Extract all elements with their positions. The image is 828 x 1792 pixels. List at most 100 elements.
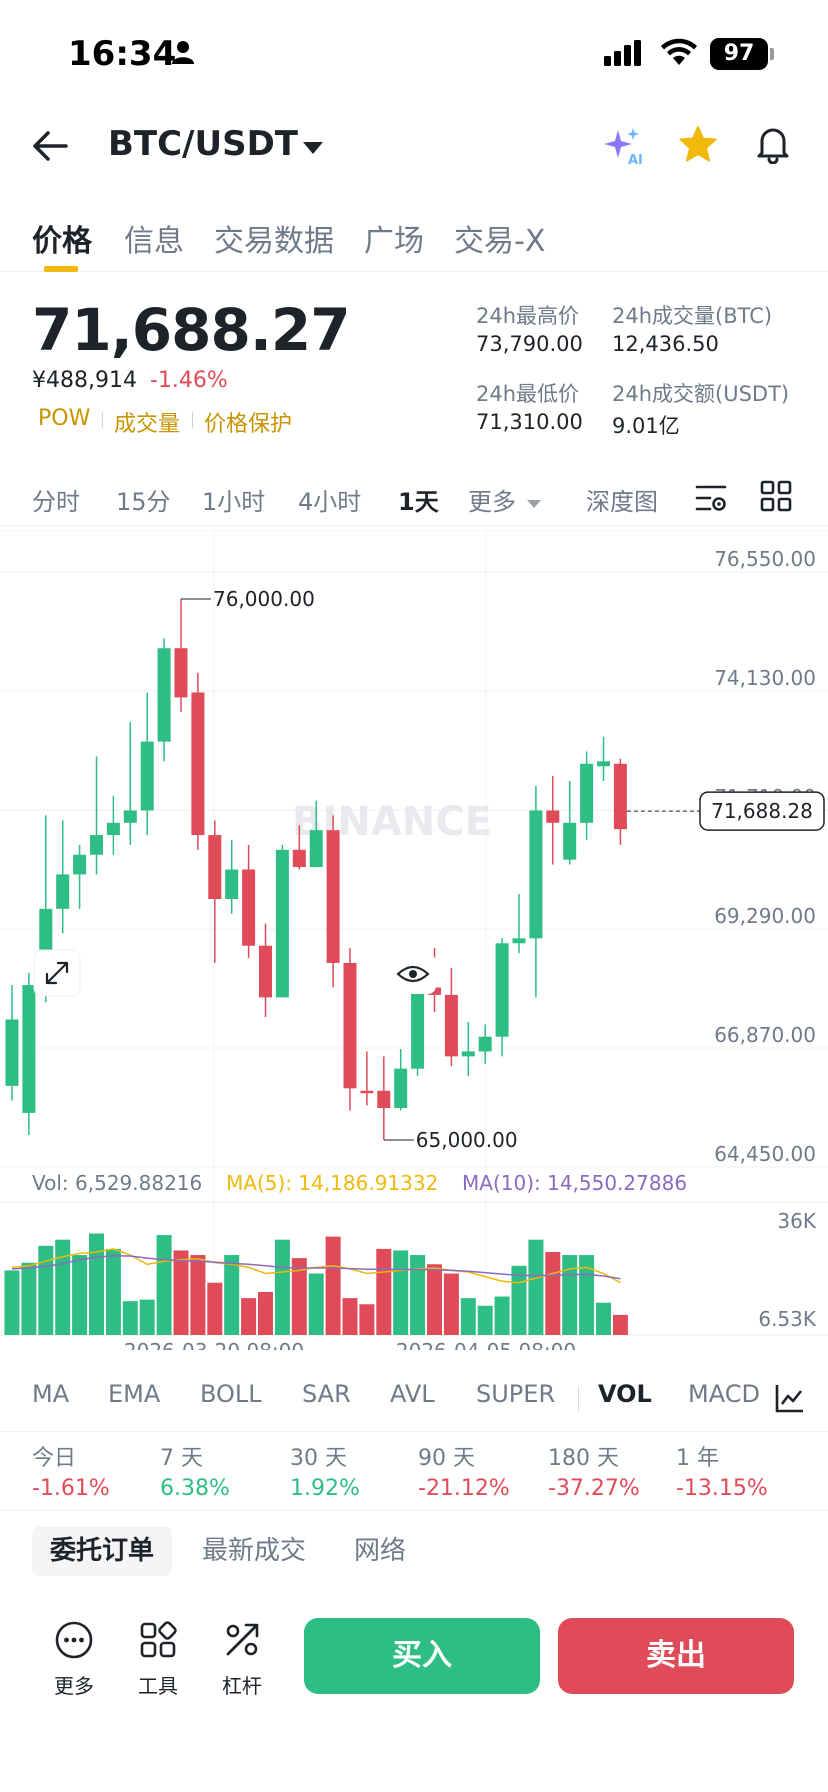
depth-chart-tab[interactable]: 深度图 (586, 488, 658, 516)
indicator-divider (578, 1386, 579, 1412)
caret-down-icon[interactable] (302, 140, 324, 159)
sell-button[interactable]: 卖出 (558, 1618, 794, 1694)
perf-value: -37.27% (548, 1476, 640, 1501)
interval-1d[interactable]: 1天 (398, 488, 439, 516)
more-button[interactable]: 更多 (34, 1620, 114, 1699)
bell-icon[interactable] (754, 124, 792, 168)
volume-bar (291, 1258, 307, 1335)
price-chart[interactable]: BINANCE 76,550.00 74,130.00 71,710.00 69… (0, 530, 828, 1350)
volume-ma10-line (11, 1254, 621, 1280)
volume-bar (139, 1299, 155, 1335)
y-tick: 64,450.00 (714, 1142, 816, 1166)
high-price-marker: 76,000.00 (181, 587, 315, 611)
volume-bar (477, 1305, 493, 1335)
volume-bar (443, 1273, 459, 1335)
low-marker-label: 65,000.00 (416, 1128, 518, 1152)
tab-open-orders[interactable]: 委托订单 (32, 1526, 173, 1576)
candle-body (478, 1036, 492, 1052)
candle-body (512, 938, 526, 944)
low-24h-value: 71,310.00 (476, 410, 583, 434)
interval-15m[interactable]: 15分 (116, 488, 171, 516)
candle-body (259, 945, 272, 998)
current-price-label: 71,688.28 (711, 799, 813, 823)
perf-label: 90 天 (418, 1446, 475, 1471)
tools-button[interactable]: 工具 (118, 1620, 198, 1699)
volume-bar (308, 1273, 324, 1335)
chart-settings-icon[interactable] (694, 482, 728, 518)
interval-line[interactable]: 分时 (32, 488, 80, 516)
candle-body (563, 822, 577, 860)
section-divider (0, 1510, 828, 1511)
tab-square[interactable]: 广场 (364, 224, 424, 259)
volume-bar (528, 1239, 544, 1335)
tag-pow[interactable]: POW (38, 406, 91, 431)
indicator-sar[interactable]: SAR (302, 1380, 351, 1408)
volume-bar (105, 1248, 121, 1335)
current-price-marker: 71,688.28 (626, 791, 825, 831)
status-time: 16:34 (68, 34, 177, 74)
volume-bar (4, 1270, 20, 1335)
volume-bar (156, 1235, 172, 1335)
interval-more[interactable]: 更多 (468, 488, 516, 516)
ai-sparkle-icon[interactable]: AI (602, 126, 646, 170)
y-tick: 66,870.00 (714, 1023, 816, 1047)
volume-bar (596, 1302, 611, 1335)
layout-grid-icon[interactable] (760, 480, 792, 516)
high-24h-value: 73,790.00 (476, 332, 583, 356)
indicator-chart-icon[interactable] (774, 1382, 806, 1418)
back-arrow-icon[interactable] (32, 130, 68, 166)
volume-y-tick: 6.53K (758, 1307, 817, 1331)
indicator-boll[interactable]: BOLL (200, 1380, 262, 1408)
indicator-ma[interactable]: MA (32, 1380, 70, 1408)
candle-body (191, 692, 205, 836)
tag-volume[interactable]: 成交量 (114, 412, 181, 437)
interval-1h[interactable]: 1小时 (202, 488, 266, 516)
candle-body (613, 763, 627, 830)
leverage-button[interactable]: 杠杆 (202, 1620, 282, 1699)
candle-body (242, 869, 256, 946)
volume-btc-value: 12,436.50 (612, 332, 719, 356)
tag-divider (192, 412, 193, 428)
volume-bar (241, 1298, 257, 1335)
buy-button[interactable]: 买入 (304, 1618, 540, 1694)
volume-usdt-label: 24h成交额(USDT) (612, 382, 790, 406)
indicator-ema[interactable]: EMA (108, 1380, 161, 1408)
perf-value: 6.38% (160, 1476, 230, 1501)
caret-down-icon[interactable] (526, 494, 542, 513)
y-tick: 69,290.00 (714, 904, 816, 928)
interval-4h[interactable]: 4小时 (298, 488, 362, 516)
volume-bar (122, 1301, 138, 1335)
tab-price[interactable]: 价格 (32, 224, 92, 259)
volume-bar (55, 1239, 71, 1335)
top-nav: BTC/USDT AI (0, 112, 828, 182)
tab-trade-x[interactable]: 交易-X (454, 224, 546, 259)
pair-selector[interactable]: BTC/USDT (108, 124, 298, 164)
favorite-star-icon[interactable] (678, 124, 718, 168)
more-dots-icon (55, 1621, 93, 1659)
tab-info[interactable]: 信息 (124, 224, 184, 259)
tab-recent-trades[interactable]: 最新成交 (202, 1536, 307, 1566)
indicator-bar: MA EMA BOLL SAR AVL SUPER VOL MACD (0, 1368, 828, 1432)
indicator-vol[interactable]: VOL (598, 1380, 652, 1408)
tab-active-indicator (44, 266, 78, 272)
perf-value: -1.61% (32, 1476, 110, 1501)
tab-network[interactable]: 网络 (354, 1536, 407, 1566)
candle-body (444, 994, 458, 1057)
candle-body (123, 810, 137, 823)
perf-label: 30 天 (290, 1446, 347, 1471)
candle-body (309, 830, 323, 868)
candle-body (292, 849, 306, 868)
fullscreen-icon[interactable] (33, 949, 81, 997)
indicator-macd[interactable]: MACD (688, 1380, 760, 1408)
perf-label: 180 天 (548, 1446, 619, 1471)
tag-price-protection[interactable]: 价格保护 (204, 412, 293, 437)
eye-icon[interactable] (390, 954, 436, 994)
indicator-avl[interactable]: AVL (390, 1380, 435, 1408)
high-24h-label: 24h最高价 (476, 304, 580, 328)
person-icon (172, 40, 194, 68)
volume-bar (460, 1298, 476, 1335)
indicator-super[interactable]: SUPER (476, 1380, 556, 1408)
candle-body (394, 1068, 408, 1108)
tab-trading-data[interactable]: 交易数据 (214, 224, 334, 259)
candle-body (495, 943, 509, 1037)
